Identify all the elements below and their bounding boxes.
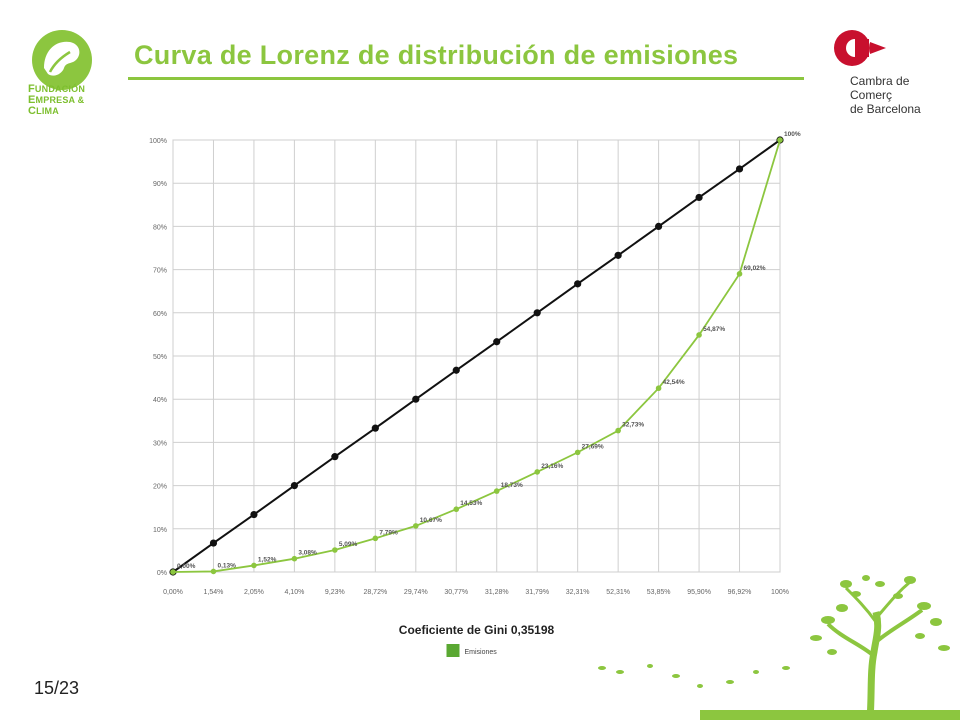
data-label: 3,08% xyxy=(298,550,317,557)
cambra-line-1: Cambra de Comerç xyxy=(850,74,910,102)
data-label: 42,54% xyxy=(663,379,685,386)
emissions-point xyxy=(332,547,338,553)
leaf-globe-icon xyxy=(32,30,92,90)
y-tick-label: 80% xyxy=(153,224,167,231)
equality-point xyxy=(250,510,258,519)
x-tick-label: 1,54% xyxy=(204,589,224,596)
equality-point xyxy=(290,482,298,490)
emissions-line xyxy=(172,139,781,573)
data-label: 100% xyxy=(784,131,801,138)
x-tick-label: 0,00% xyxy=(163,589,183,596)
equality-point xyxy=(452,366,460,374)
emissions-point xyxy=(696,332,702,338)
data-label: 18,73% xyxy=(501,482,523,489)
emissions-point xyxy=(493,488,500,494)
y-tick-label: 50% xyxy=(153,354,167,361)
y-tick-label: 40% xyxy=(153,397,167,404)
tree-decoration-icon xyxy=(598,575,960,720)
emissions-point xyxy=(777,137,783,143)
equality-point xyxy=(533,309,541,317)
org-line-3-cap: C xyxy=(28,105,37,117)
data-label: 1,52% xyxy=(258,556,277,563)
emissions-point xyxy=(413,523,419,529)
equality-point xyxy=(614,251,622,259)
x-tick-label: 53,85% xyxy=(647,589,671,596)
page-number: 15/23 xyxy=(34,678,80,698)
x-tick-label: 96,92% xyxy=(728,589,752,596)
emissions-point xyxy=(655,385,662,392)
equality-point xyxy=(209,539,218,547)
emissions-point xyxy=(736,271,743,277)
data-label: 23,16% xyxy=(541,463,563,470)
x-tick-label: 4,10% xyxy=(284,589,304,596)
emissions-point xyxy=(372,535,379,542)
equality-point xyxy=(412,395,420,403)
org-line-1-cap: F xyxy=(28,83,35,95)
data-label: 14,53% xyxy=(460,500,482,507)
x-tick-label: 100% xyxy=(771,589,789,596)
y-tick-label: 20% xyxy=(153,484,167,491)
cambra-c-icon xyxy=(834,30,886,66)
y-tick-label: 0% xyxy=(157,570,167,577)
emissions-point xyxy=(291,555,298,562)
data-label: 10,67% xyxy=(420,517,442,524)
lorenz-chart: 0% 10% 20% 30% 40% 50% 60% 70% 80% 90% 100% 0,00% 1,… xyxy=(149,131,801,657)
cambra-line-2: de Barcelona xyxy=(850,102,921,116)
x-axis-title: Coeficiente de Gini 0,35198 xyxy=(399,623,555,637)
x-tick-label: 31,79% xyxy=(525,589,549,596)
data-label: 54,87% xyxy=(703,326,725,333)
x-tick-label: 95,90% xyxy=(687,589,711,596)
emissions-point xyxy=(615,427,621,434)
equality-line xyxy=(172,139,781,573)
org-line-2: MPRESA & xyxy=(35,95,85,105)
emissions-point xyxy=(251,562,257,569)
y-tick-label: 60% xyxy=(153,311,167,318)
emissions-point xyxy=(210,568,217,575)
y-tick-label: 100% xyxy=(149,138,167,145)
emissions-point xyxy=(170,569,176,575)
data-label: 5,09% xyxy=(339,541,358,548)
equality-point xyxy=(735,165,744,173)
x-tick-label: 30,77% xyxy=(444,589,468,596)
x-tick-label: 31,28% xyxy=(485,589,509,596)
x-tick-label: 32,31% xyxy=(566,589,590,596)
slide-title: Curva de Lorenz de distribución de emisi… xyxy=(134,40,739,70)
x-tick-label: 52,31% xyxy=(606,589,630,596)
x-tick-label: 29,74% xyxy=(404,589,428,596)
cambra-logo: Cambra de Comerç de Barcelona xyxy=(826,28,946,116)
equality-point xyxy=(493,338,501,346)
legend-swatch xyxy=(446,644,460,657)
y-tick-label: 10% xyxy=(153,527,167,534)
data-label: 0,00% xyxy=(177,563,196,570)
data-label: 69,02% xyxy=(744,265,766,272)
title-underline xyxy=(128,77,804,80)
emissions-point xyxy=(534,469,540,475)
data-label: 27,69% xyxy=(582,443,604,450)
equality-point xyxy=(331,453,339,461)
equality-point xyxy=(695,193,703,202)
x-tick-label: 28,72% xyxy=(363,589,387,596)
org-line-3: LIMA xyxy=(36,106,59,116)
data-label: 7,79% xyxy=(379,529,398,536)
emissions-point xyxy=(453,506,460,513)
emissions-point xyxy=(574,449,581,456)
x-tick-label: 9,23% xyxy=(325,589,345,596)
x-tick-label: 2,05% xyxy=(244,589,264,596)
y-tick-label: 70% xyxy=(153,268,167,275)
equality-point xyxy=(371,424,379,432)
org-line-2-cap: E xyxy=(28,94,36,106)
data-label: 0,13% xyxy=(217,562,236,569)
y-tick-label: 30% xyxy=(153,440,167,447)
org-line-1: UNDACIÓN xyxy=(34,84,86,94)
equality-point xyxy=(574,280,582,288)
equality-point xyxy=(655,222,663,230)
fundacion-logo: FUNDACIÓN EMPRESA & CLIMA xyxy=(22,22,132,132)
y-tick-label: 90% xyxy=(153,181,167,188)
data-label: 32,73% xyxy=(622,422,644,429)
legend-label: Emisiones xyxy=(465,649,498,656)
